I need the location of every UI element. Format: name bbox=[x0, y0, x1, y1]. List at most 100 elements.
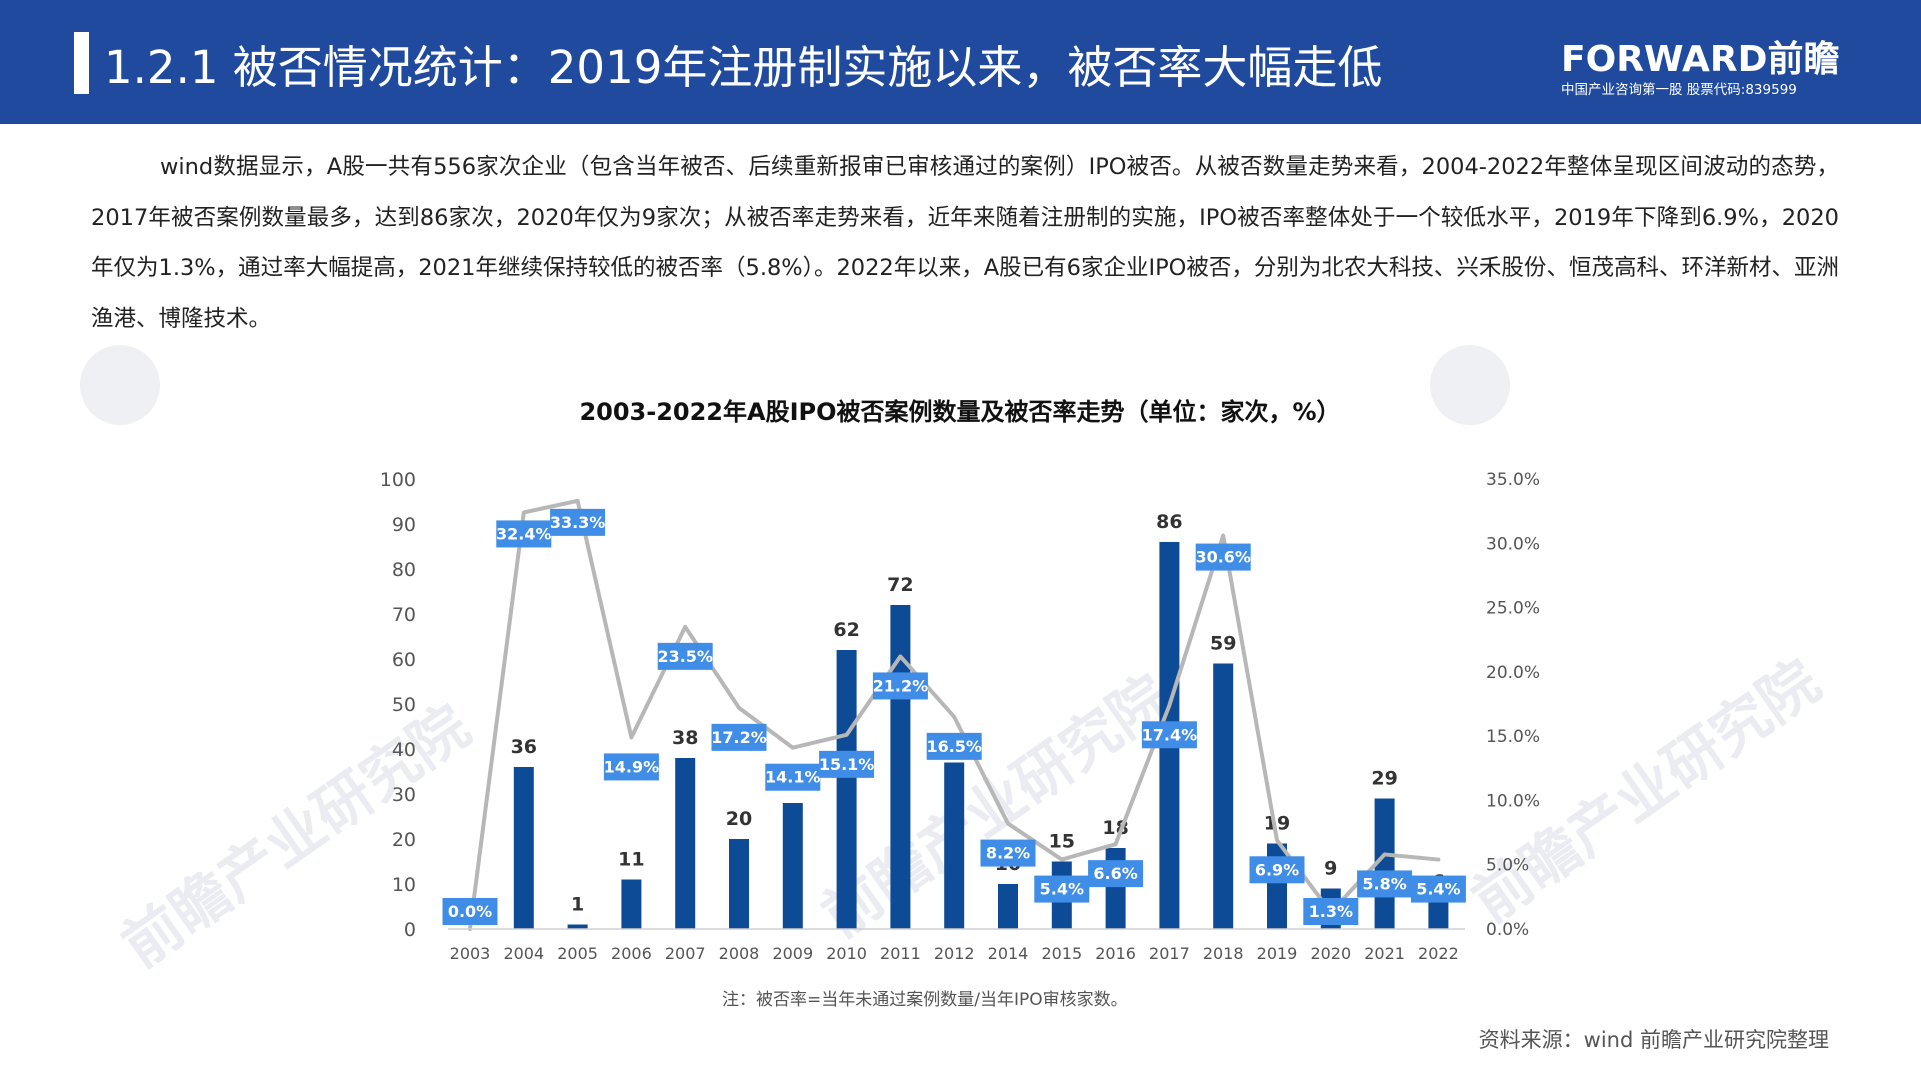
rate-label: 32.4% bbox=[496, 520, 552, 548]
page-title: 1.2.1 被否情况统计：2019年注册制实施以来，被否率大幅走低 bbox=[104, 41, 1383, 94]
rate-label: 30.6% bbox=[1195, 543, 1251, 571]
svg-text:5.4%: 5.4% bbox=[1040, 880, 1084, 899]
x-tick-label: 2008 bbox=[719, 944, 760, 963]
svg-text:14.1%: 14.1% bbox=[765, 768, 821, 787]
svg-text:8.2%: 8.2% bbox=[986, 844, 1030, 863]
bar bbox=[836, 650, 857, 929]
bar bbox=[675, 758, 696, 929]
rate-label: 17.4% bbox=[1142, 721, 1198, 749]
svg-text:6.6%: 6.6% bbox=[1093, 864, 1137, 883]
x-tick-label: 2020 bbox=[1310, 944, 1351, 963]
y2-tick-label: 35.0% bbox=[1486, 470, 1540, 490]
x-tick-label: 2004 bbox=[503, 944, 544, 963]
svg-text:33.3%: 33.3% bbox=[550, 513, 606, 532]
x-tick-label: 2018 bbox=[1203, 944, 1244, 963]
x-tick-label: 2006 bbox=[611, 944, 652, 963]
rate-label: 5.4% bbox=[1410, 875, 1466, 903]
source-caption: 资料来源：wind 前瞻产业研究院整理 bbox=[1478, 1028, 1829, 1052]
intro-paragraph: wind数据显示，A股一共有556家次企业（包含当年被否、后续重新报审已审核通过… bbox=[91, 154, 1839, 332]
x-tick-label: 2017 bbox=[1149, 944, 1190, 963]
y-tick-label: 0 bbox=[404, 919, 416, 941]
header-banner: 1.2.1 被否情况统计：2019年注册制实施以来，被否率大幅走低 FORWAR… bbox=[0, 0, 1921, 124]
bar-value-label: 86 bbox=[1156, 511, 1182, 533]
svg-text:21.2%: 21.2% bbox=[873, 676, 929, 695]
bar-value-label: 20 bbox=[726, 808, 752, 830]
bar-value-label: 11 bbox=[618, 849, 644, 871]
bar bbox=[998, 884, 1018, 929]
bar bbox=[513, 767, 534, 929]
svg-text:30.6%: 30.6% bbox=[1195, 548, 1251, 567]
rate-label: 8.2% bbox=[980, 839, 1036, 867]
x-tick-label: 2011 bbox=[880, 944, 921, 963]
svg-text:5.8%: 5.8% bbox=[1362, 874, 1406, 893]
x-tick-label: 2015 bbox=[1041, 944, 1082, 963]
rate-label: 5.4% bbox=[1034, 875, 1090, 903]
svg-text:6.9%: 6.9% bbox=[1255, 860, 1299, 879]
x-tick-label: 2007 bbox=[665, 944, 706, 963]
brand-tagline: 中国产业咨询第一股 股票代码:839599 bbox=[1561, 82, 1797, 98]
title-accent-bar bbox=[74, 32, 89, 94]
bar-value-label: 15 bbox=[1049, 831, 1075, 853]
svg-text:17.4%: 17.4% bbox=[1142, 725, 1198, 744]
brand-logo-text: FORWARD前瞻 bbox=[1561, 39, 1840, 80]
y-tick-label: 30 bbox=[392, 784, 416, 806]
svg-text:5.4%: 5.4% bbox=[1416, 880, 1460, 899]
svg-text:14.9%: 14.9% bbox=[604, 757, 660, 776]
svg-text:32.4%: 32.4% bbox=[496, 524, 552, 543]
bar bbox=[782, 803, 803, 929]
bar-value-label: 1 bbox=[571, 894, 584, 916]
y-tick-label: 60 bbox=[392, 649, 416, 671]
rate-label: 14.1% bbox=[765, 763, 821, 791]
x-axis: 2003 2004 2005 2006 2007 2008 2009 2010 2011 2012… bbox=[448, 928, 1465, 963]
y2-tick-label: 15.0% bbox=[1486, 727, 1540, 747]
x-tick-label: 2019 bbox=[1257, 944, 1298, 963]
y-tick-label: 50 bbox=[392, 694, 416, 716]
rate-label: 6.9% bbox=[1249, 856, 1305, 884]
svg-text:16.5%: 16.5% bbox=[926, 737, 982, 756]
bar-value-label: 9 bbox=[1324, 858, 1337, 880]
svg-text:17.2%: 17.2% bbox=[711, 728, 767, 747]
rate-label: 6.6% bbox=[1088, 860, 1144, 888]
rate-line bbox=[468, 498, 1441, 931]
y-tick-label: 40 bbox=[392, 739, 416, 761]
svg-text:23.5%: 23.5% bbox=[657, 647, 713, 666]
bar-value-label: 72 bbox=[887, 574, 913, 596]
x-tick-label: 2010 bbox=[826, 944, 867, 963]
rate-label: 14.9% bbox=[604, 753, 660, 781]
rate-label: 1.3% bbox=[1303, 898, 1359, 925]
y2-tick-label: 5.0% bbox=[1486, 856, 1529, 876]
x-tick-label: 2014 bbox=[988, 944, 1029, 963]
bar bbox=[1213, 663, 1234, 929]
x-tick-label: 2022 bbox=[1418, 944, 1459, 963]
rate-label: 33.3% bbox=[550, 508, 606, 536]
bar-value-label: 29 bbox=[1371, 768, 1397, 790]
x-tick-label: 2003 bbox=[450, 944, 491, 963]
brand-logo: FORWARD前瞻 中国产业咨询第一股 股票代码:839599 bbox=[1561, 40, 1851, 99]
y-tick-label: 20 bbox=[392, 829, 416, 851]
bar-value-label: 59 bbox=[1210, 633, 1236, 655]
bar-value-label: 38 bbox=[672, 727, 698, 749]
y-axis-left: 0 10 20 30 40 50 60 70 80 90 100 bbox=[380, 469, 416, 941]
y-tick-label: 80 bbox=[392, 559, 416, 581]
bar-value-label: 36 bbox=[511, 736, 537, 758]
chart-note: 注：被否率=当年未通过案例数量/当年IPO审核家数。 bbox=[722, 990, 1128, 1010]
x-tick-label: 2012 bbox=[934, 944, 975, 963]
svg-text:1.3%: 1.3% bbox=[1309, 902, 1353, 921]
rate-label: 23.5% bbox=[657, 642, 713, 670]
bar-value-label: 19 bbox=[1264, 813, 1290, 835]
bar bbox=[890, 605, 911, 929]
bar bbox=[944, 762, 965, 929]
x-tick-label: 2005 bbox=[557, 944, 598, 963]
y-tick-label: 10 bbox=[392, 874, 416, 896]
bar bbox=[1428, 902, 1449, 929]
y-axis-right: 0.0% 5.0% 10.0% 15.0% 20.0% 25.0% 30.0% 35.0% bbox=[1486, 470, 1540, 940]
rate-label: 15.1% bbox=[819, 750, 875, 778]
y-tick-label: 100 bbox=[380, 469, 416, 491]
chart-title: 2003-2022年A股IPO被否案例数量及被否率走势（单位：家次，%） bbox=[579, 398, 1340, 426]
svg-text:15.1%: 15.1% bbox=[819, 755, 875, 774]
y2-tick-label: 30.0% bbox=[1486, 534, 1540, 554]
y-tick-label: 70 bbox=[392, 604, 416, 626]
x-tick-label: 2016 bbox=[1095, 944, 1136, 963]
rate-label: 17.2% bbox=[711, 723, 767, 751]
